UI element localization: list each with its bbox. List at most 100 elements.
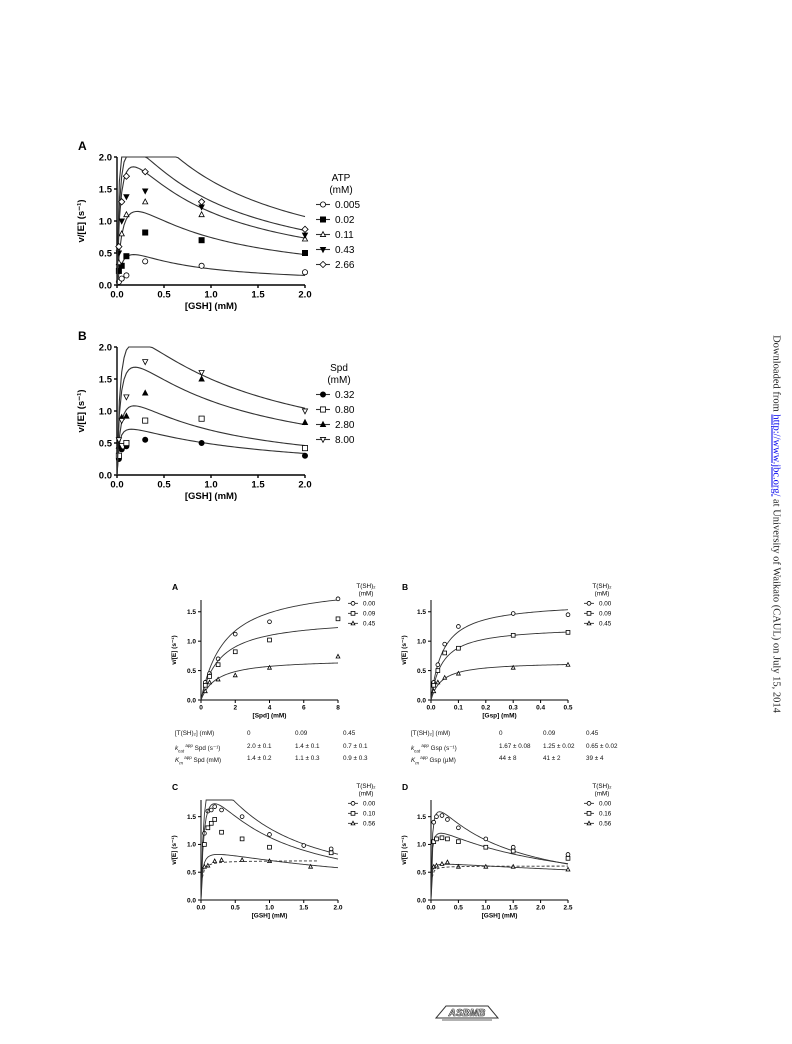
data-point [565, 866, 571, 872]
legend-label: 0.56 [599, 821, 612, 828]
data-point [483, 836, 489, 842]
y-tick-label: 0.0 [99, 280, 112, 291]
legend-label: 0.005 [335, 200, 360, 211]
data-point [433, 862, 440, 868]
x-axis-label: [GSH] (mM) [252, 912, 288, 919]
y-tick-label: 1.0 [187, 842, 196, 849]
table-row-label: [T(SH)₂] (mM) [411, 730, 451, 737]
x-tick-label: 1.5 [251, 290, 265, 301]
data-point [198, 210, 205, 218]
data-point [439, 813, 445, 818]
legend: T(SH)₂(mM) 0.00 0.10 0.56 [348, 783, 376, 828]
legend-title: T(SH)₂ [592, 783, 612, 790]
data-point [565, 856, 571, 861]
x-tick-label: 1.5 [251, 480, 265, 491]
legend: T(SH)₂(mM) 0.00 0.16 0.56 [584, 783, 612, 828]
data-point [212, 817, 217, 822]
legend-marker [586, 811, 592, 816]
fit-curve [200, 799, 339, 901]
panel-letter: A [78, 139, 87, 153]
legend-label: 2.80 [335, 420, 355, 431]
y-axis-label: v/[E] (s⁻¹) [171, 835, 178, 864]
data-point [301, 408, 309, 415]
data-point [141, 389, 149, 396]
legend-label: 2.66 [335, 260, 355, 271]
table-cell: 1.1 ± 0.3 [295, 755, 320, 762]
table-row-label: Km app Gsp (µM) [411, 755, 456, 766]
y-tick-label: 0.0 [187, 697, 196, 704]
data-point [439, 835, 445, 841]
data-point [456, 645, 461, 651]
data-point [510, 611, 516, 616]
fit-curve [200, 599, 339, 701]
data-point [267, 844, 272, 850]
dashed-fit-curve [431, 865, 568, 878]
jbc-link[interactable]: http://www.jbc.org/ [770, 414, 782, 497]
figure2-panel-c: C 0.0 0.5 1.0 1.5 2.0 0.0 0.5 1.0 1.5 [GSH] (mM) v/… [168, 778, 393, 928]
figure2-panel-a: A 0 2 4 6 8 0.0 0.5 1.0 1.5 [Spd] (mM) v/[E] (s⁻¹) T… [168, 578, 393, 728]
data-point [431, 682, 437, 688]
y-tick-label: 0.5 [417, 869, 426, 876]
legend-label: 0.00 [599, 601, 612, 608]
x-tick-label: 4 [268, 705, 272, 712]
data-point [301, 232, 309, 239]
fit-curve [116, 156, 306, 286]
y-tick-label: 0.5 [99, 248, 113, 259]
x-tick-label: 0.5 [454, 905, 463, 912]
sidebar-suffix: at University of Waikato (CAUL) on July … [770, 496, 782, 713]
data-point [218, 857, 225, 862]
data-point [232, 672, 238, 678]
panel-letter: D [402, 782, 408, 792]
series-0.00 [200, 799, 339, 901]
x-tick-label: 0.3 [509, 705, 518, 712]
series-0.43 [115, 156, 309, 286]
y-axis-label: v/[E] (s⁻¹) [76, 389, 87, 432]
data-point [456, 825, 461, 831]
y-tick-label: 1.5 [417, 814, 426, 821]
x-tick-label: 0.2 [481, 705, 490, 712]
legend-label: 8.00 [335, 435, 355, 446]
table-cell: 1.25 ± 0.02 [543, 743, 575, 750]
legend-marker [350, 801, 356, 806]
data-point [435, 679, 441, 685]
table-cell: 41 ± 2 [543, 755, 561, 762]
figure-panel-a: A 0.0 0.5 1.0 1.5 2.0 0.0 0.5 1.0 1.5 2.0 [GSH] (mM… [72, 135, 402, 320]
legend-marker [319, 216, 326, 223]
panel-letter: C [172, 782, 178, 792]
series-2.66 [115, 156, 309, 286]
legend-marker [586, 601, 592, 606]
x-tick-label: 1.0 [265, 905, 274, 912]
panel-letter: B [78, 329, 87, 343]
legend-marker [350, 620, 356, 626]
x-tick-label: 1.5 [299, 905, 308, 912]
data-point [197, 198, 206, 206]
figure2-panel-d: D 0.0 0.5 1.0 1.5 2.0 2.5 0.0 0.5 1.0 1.5 [GSH] (mM… [398, 778, 628, 928]
data-point [115, 437, 123, 444]
y-tick-label: 0.5 [187, 668, 196, 675]
data-point [442, 650, 447, 656]
data-point [435, 668, 441, 673]
data-point [301, 418, 309, 425]
y-tick-label: 1.5 [187, 814, 196, 821]
fit-curve [430, 863, 569, 901]
data-point [435, 662, 441, 668]
data-point [444, 859, 451, 865]
legend-units: (mM) [327, 375, 350, 386]
legend-marker [319, 437, 327, 444]
data-point [115, 452, 122, 459]
series-0.45 [200, 653, 341, 701]
fit-curve [430, 631, 569, 701]
legend-label: 0.16 [599, 811, 612, 818]
data-point [202, 688, 208, 694]
x-tick-label: 0.0 [426, 705, 435, 712]
data-point [215, 662, 221, 668]
fit-curve [116, 366, 306, 476]
legend-marker [319, 247, 327, 254]
chart-gsh-spd: B 0.0 0.5 1.0 1.5 2.0 0.0 0.5 1.0 1.5 2.0 [GSH] (mM… [76, 329, 355, 502]
legend-label: 0.56 [363, 821, 376, 828]
data-point [335, 616, 341, 622]
legend-title: T(SH)₂ [356, 783, 376, 790]
data-point [232, 649, 238, 655]
legend-marker [350, 811, 356, 816]
legend-marker [319, 230, 327, 237]
